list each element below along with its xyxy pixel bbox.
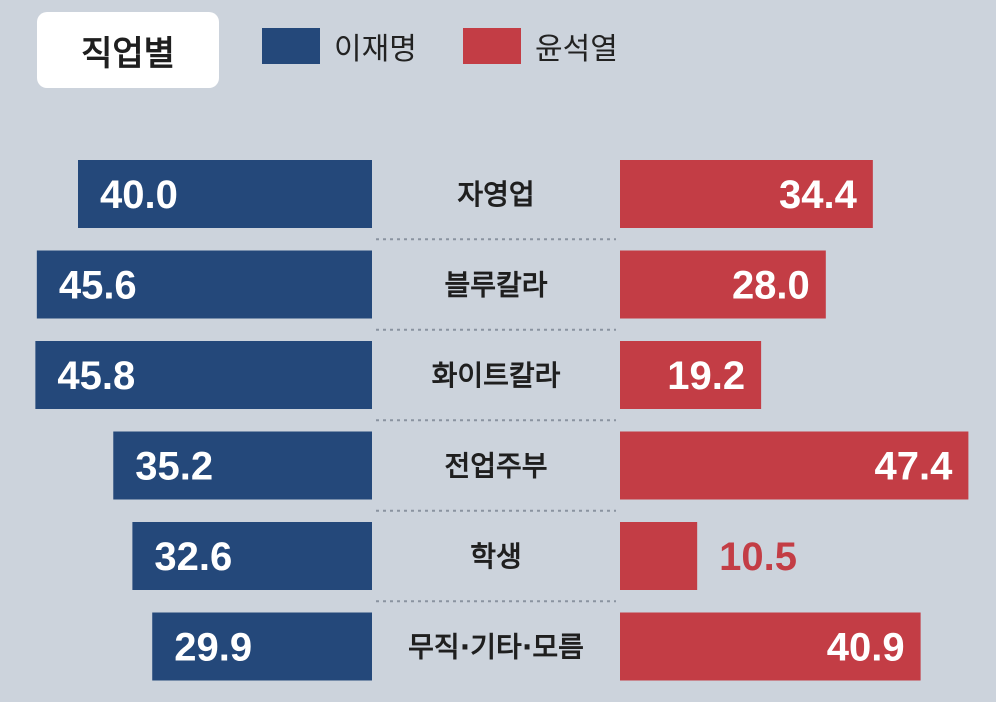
legend-swatch-lee: [262, 28, 320, 64]
value-label-yoon: 10.5: [719, 535, 797, 579]
value-label-yoon: 40.9: [827, 626, 905, 670]
value-label-yoon: 28.0: [732, 264, 810, 308]
bar-lee: [36, 250, 373, 319]
chart-title: 직업별: [37, 12, 219, 88]
value-label-lee: 45.6: [59, 264, 137, 308]
bar-lee: [152, 612, 372, 681]
bar-yoon: [620, 431, 969, 500]
value-label-yoon: 47.4: [875, 445, 954, 489]
category-label: 자영업: [457, 178, 534, 211]
legend-swatch-yoon: [463, 28, 521, 64]
category-label: 화이트칼라: [432, 359, 561, 392]
category-label: 무직·기타·모름: [408, 631, 584, 664]
value-label-yoon: 19.2: [667, 354, 745, 398]
bar-yoon: [620, 522, 698, 590]
bar-yoon: [620, 341, 762, 409]
bar-yoon: [620, 250, 826, 319]
value-label-lee: 32.6: [154, 535, 232, 579]
bar-yoon: [620, 160, 873, 228]
value-label-yoon: 34.4: [779, 173, 858, 217]
category-label: 학생: [470, 540, 522, 573]
bar-lee: [78, 160, 372, 228]
value-label-lee: 45.8: [57, 354, 135, 398]
legend-item-yoon: 윤석열: [463, 24, 618, 68]
value-label-lee: 29.9: [174, 626, 252, 670]
legend-item-lee: 이재명: [262, 24, 417, 68]
bar-lee: [132, 522, 372, 590]
bar-yoon: [620, 612, 921, 681]
value-label-lee: 40.0: [100, 173, 178, 217]
legend-label-lee: 이재명: [334, 32, 417, 67]
value-label-lee: 35.2: [135, 445, 213, 489]
category-label: 전업주부: [444, 450, 547, 483]
legend-label-yoon: 윤석열: [535, 32, 618, 67]
bar-lee: [113, 431, 372, 500]
category-label: 블루칼라: [444, 269, 547, 302]
bar-lee: [35, 341, 373, 409]
